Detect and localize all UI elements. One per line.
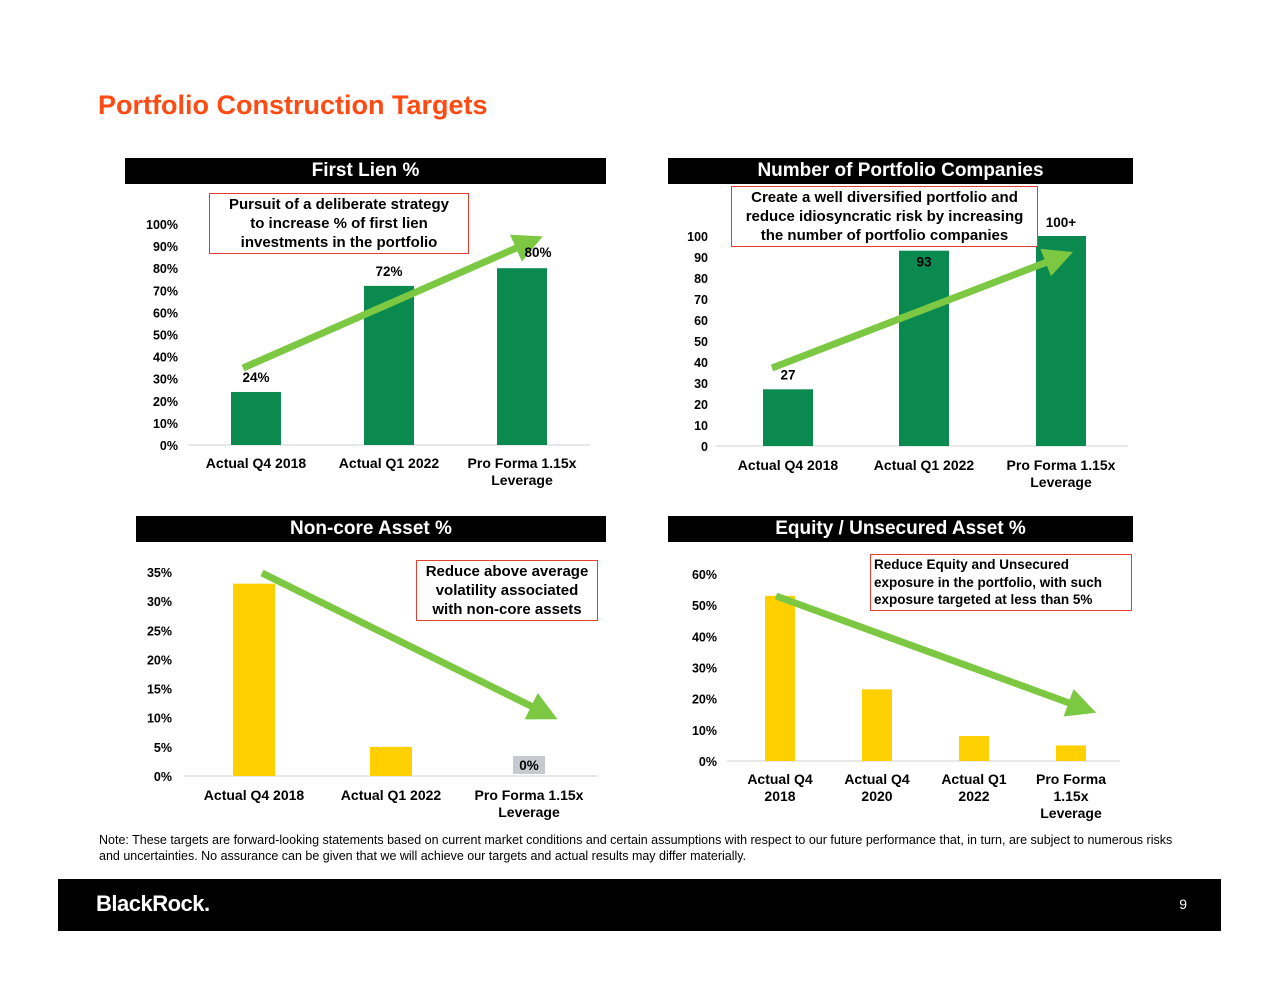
y-tick-label-portfolio-companies: 60 xyxy=(694,314,708,328)
bar-equity-unsecured xyxy=(765,595,795,761)
y-tick-label-first-lien: 10% xyxy=(153,417,178,431)
y-tick-label-non-core: 0% xyxy=(154,770,172,784)
y-tick-label-portfolio-companies: 0 xyxy=(701,440,708,454)
data-label-first-lien: 80% xyxy=(524,245,551,260)
y-tick-label-portfolio-companies: 50 xyxy=(694,335,708,349)
x-category-label-first-lien: Pro Forma 1.15x xyxy=(468,455,577,471)
bar-portfolio-companies xyxy=(763,389,813,446)
bar-first-lien xyxy=(231,391,281,445)
x-category-label-first-lien: Leverage xyxy=(491,472,553,488)
y-tick-label-equity-unsecured: 50% xyxy=(692,599,717,613)
bar-non-core xyxy=(233,583,275,776)
x-category-label-non-core: Pro Forma 1.15x xyxy=(475,787,584,803)
trend-arrow-non-core xyxy=(260,569,558,720)
y-tick-label-first-lien: 0% xyxy=(160,439,178,453)
x-category-label-equity-unsecured: Leverage xyxy=(1040,805,1102,821)
bar-portfolio-companies xyxy=(899,250,949,446)
x-category-label-portfolio-companies: Actual Q1 2022 xyxy=(874,457,975,473)
y-tick-label-equity-unsecured: 60% xyxy=(692,568,717,582)
page-number: 9 xyxy=(1179,896,1187,912)
footer-bar: BlackRock. 9 xyxy=(58,879,1221,931)
y-tick-label-portfolio-companies: 80 xyxy=(694,272,708,286)
x-category-label-portfolio-companies: Actual Q4 2018 xyxy=(738,457,839,473)
trend-arrow-portfolio-companies xyxy=(770,248,1074,372)
callout-equity-unsecured: Reduce Equity and Unsecured exposure in … xyxy=(870,554,1132,611)
y-tick-label-portfolio-companies: 70 xyxy=(694,293,708,307)
bar-equity-unsecured xyxy=(1056,745,1086,761)
x-category-label-equity-unsecured: Actual Q4 xyxy=(844,771,910,787)
y-tick-label-first-lien: 20% xyxy=(153,395,178,409)
panel-header-equity-unsecured: Equity / Unsecured Asset % xyxy=(668,516,1133,542)
x-category-label-equity-unsecured: Actual Q1 xyxy=(941,771,1007,787)
y-tick-label-portfolio-companies: 100 xyxy=(687,230,708,244)
x-category-label-portfolio-companies: Leverage xyxy=(1030,474,1092,490)
y-tick-label-portfolio-companies: 10 xyxy=(694,419,708,433)
y-tick-label-first-lien: 70% xyxy=(153,284,178,298)
y-tick-label-portfolio-companies: 20 xyxy=(694,398,708,412)
panel-header-portfolio-companies: Number of Portfolio Companies xyxy=(668,158,1133,184)
y-tick-label-first-lien: 80% xyxy=(153,262,178,276)
x-category-label-portfolio-companies: Pro Forma 1.15x xyxy=(1007,457,1116,473)
data-label-first-lien: 24% xyxy=(242,370,269,385)
y-tick-label-first-lien: 90% xyxy=(153,240,178,254)
x-category-label-equity-unsecured: 1.15x xyxy=(1053,788,1088,804)
y-tick-label-first-lien: 60% xyxy=(153,306,178,320)
y-tick-label-equity-unsecured: 0% xyxy=(699,755,717,769)
bar-portfolio-companies xyxy=(1036,236,1086,446)
disclaimer-note: Note: These targets are forward-looking … xyxy=(99,833,1173,863)
bar-non-core xyxy=(370,746,412,776)
data-label-portfolio-companies: 93 xyxy=(916,255,932,270)
x-category-label-non-core: Leverage xyxy=(498,804,560,820)
y-tick-label-first-lien: 100% xyxy=(146,218,178,232)
y-tick-label-equity-unsecured: 40% xyxy=(692,630,717,644)
x-category-label-equity-unsecured: 2018 xyxy=(764,788,795,804)
x-category-label-non-core: Actual Q4 2018 xyxy=(204,787,305,803)
y-tick-label-non-core: 25% xyxy=(147,624,172,638)
callout-first-lien: Pursuit of a deliberate strategy to incr… xyxy=(209,193,469,254)
y-tick-label-first-lien: 50% xyxy=(153,329,178,343)
y-tick-label-portfolio-companies: 40 xyxy=(694,356,708,370)
zero-label-bg xyxy=(513,756,545,774)
y-tick-label-non-core: 30% xyxy=(147,595,172,609)
y-tick-label-non-core: 20% xyxy=(147,653,172,667)
y-tick-label-non-core: 15% xyxy=(147,683,172,697)
x-category-label-equity-unsecured: 2020 xyxy=(861,788,892,804)
panel-header-non-core-asset: Non-core Asset % xyxy=(136,516,606,542)
y-tick-label-non-core: 5% xyxy=(154,741,172,755)
y-tick-label-first-lien: 40% xyxy=(153,351,178,365)
y-tick-label-portfolio-companies: 30 xyxy=(694,377,708,391)
callout-non-core-asset: Reduce above average volatility associat… xyxy=(416,560,598,621)
bar-equity-unsecured xyxy=(862,689,892,761)
x-category-label-equity-unsecured: 2022 xyxy=(958,788,989,804)
y-tick-label-equity-unsecured: 20% xyxy=(692,693,717,707)
x-category-label-first-lien: Actual Q1 2022 xyxy=(339,455,440,471)
data-label-portfolio-companies: 100+ xyxy=(1046,215,1077,230)
page-title: Portfolio Construction Targets xyxy=(98,90,488,120)
y-tick-label-portfolio-companies: 90 xyxy=(694,251,708,265)
x-category-label-equity-unsecured: Actual Q4 xyxy=(747,771,813,787)
panel-header-first-lien: First Lien % xyxy=(125,158,606,184)
data-label-non-core: 0% xyxy=(519,758,539,773)
x-category-label-first-lien: Actual Q4 2018 xyxy=(206,455,307,471)
y-tick-label-non-core: 10% xyxy=(147,712,172,726)
y-tick-label-non-core: 35% xyxy=(147,566,172,580)
x-category-label-equity-unsecured: Pro Forma xyxy=(1036,771,1106,787)
y-tick-label-first-lien: 30% xyxy=(153,373,178,387)
data-label-first-lien: 72% xyxy=(375,264,402,279)
trend-arrow-first-lien xyxy=(241,234,543,372)
y-tick-label-equity-unsecured: 30% xyxy=(692,662,717,676)
x-category-label-non-core: Actual Q1 2022 xyxy=(341,787,442,803)
bar-equity-unsecured xyxy=(959,736,989,761)
trend-arrow-equity-unsecured xyxy=(774,592,1097,717)
data-label-portfolio-companies: 27 xyxy=(780,367,795,382)
bar-first-lien xyxy=(497,268,547,445)
y-tick-label-equity-unsecured: 10% xyxy=(692,724,717,738)
callout-portfolio-companies: Create a well diversified portfolio and … xyxy=(731,186,1038,247)
blackrock-logo: BlackRock. xyxy=(96,891,210,916)
